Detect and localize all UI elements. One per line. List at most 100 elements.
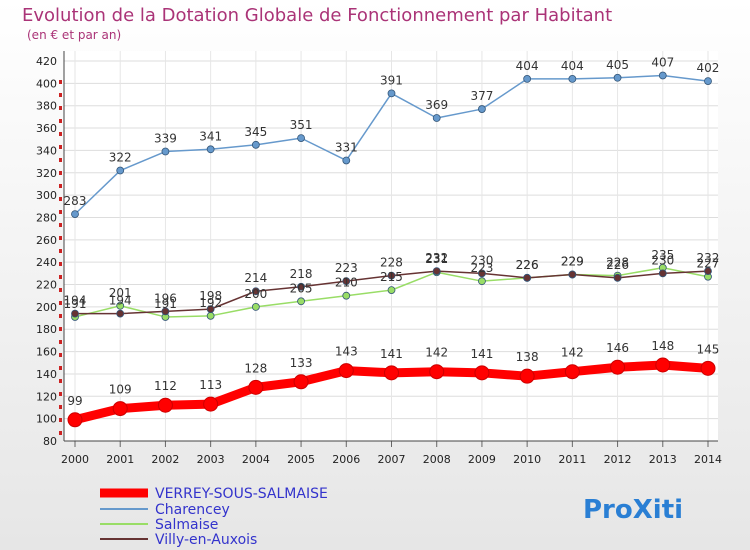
data-point-verrey-sous-salmaise[interactable] <box>429 364 445 380</box>
data-point-charencey[interactable] <box>613 73 622 82</box>
data-label-verrey-sous-salmaise: 142 <box>561 346 584 360</box>
data-point-villy-en-auxois[interactable] <box>387 271 396 280</box>
y-tick-label: 320 <box>36 167 57 180</box>
data-point-charencey[interactable] <box>432 114 441 122</box>
data-point-villy-en-auxois[interactable] <box>161 307 170 316</box>
data-point-verrey-sous-salmaise[interactable] <box>383 365 399 381</box>
data-point-charencey[interactable] <box>206 145 215 154</box>
axis-marker <box>59 106 62 110</box>
data-point-villy-en-auxois[interactable] <box>71 309 79 318</box>
data-point-charencey[interactable] <box>387 89 396 98</box>
data-label-salmaise: 200 <box>244 287 267 301</box>
data-point-charencey[interactable] <box>523 74 532 83</box>
legend-label: Salmaise <box>155 517 218 533</box>
x-tick-label: 2014 <box>694 453 722 466</box>
axis-marker <box>59 418 62 422</box>
y-tick-label: 280 <box>36 211 57 224</box>
data-label-salmaise: 210 <box>335 276 358 290</box>
data-label-salmaise: 231 <box>425 252 448 266</box>
axis-marker <box>59 223 62 227</box>
data-point-verrey-sous-salmaise[interactable] <box>700 360 716 376</box>
data-label-charencey: 339 <box>154 132 177 146</box>
data-point-charencey[interactable] <box>342 156 351 165</box>
data-point-villy-en-auxois[interactable] <box>116 309 125 318</box>
data-label-verrey-sous-salmaise: 148 <box>651 339 674 353</box>
data-point-charencey[interactable] <box>71 210 79 219</box>
data-point-charencey[interactable] <box>704 77 712 86</box>
legend-label: Charencey <box>155 502 230 518</box>
data-label-verrey-sous-salmaise: 113 <box>199 378 222 392</box>
axis-marker <box>59 93 62 97</box>
data-label-verrey-sous-salmaise: 142 <box>425 346 448 360</box>
data-label-charencey: 369 <box>425 98 448 112</box>
y-tick-label: 200 <box>36 301 57 314</box>
data-point-verrey-sous-salmaise[interactable] <box>112 401 128 417</box>
data-point-verrey-sous-salmaise[interactable] <box>655 357 671 373</box>
data-point-verrey-sous-salmaise[interactable] <box>564 364 580 380</box>
y-tick-label: 80 <box>43 435 57 448</box>
data-point-villy-en-auxois[interactable] <box>342 277 351 286</box>
data-point-villy-en-auxois[interactable] <box>704 267 712 276</box>
axis-marker <box>59 275 62 279</box>
data-label-villy-en-auxois: 230 <box>651 253 674 267</box>
axis-marker <box>59 366 62 370</box>
data-label-charencey: 404 <box>561 59 584 73</box>
data-point-villy-en-auxois[interactable] <box>523 273 532 282</box>
data-point-villy-en-auxois[interactable] <box>658 269 667 278</box>
data-point-charencey[interactable] <box>297 134 305 143</box>
data-point-villy-en-auxois[interactable] <box>206 305 215 314</box>
axis-marker <box>59 431 62 435</box>
data-point-villy-en-auxois[interactable] <box>432 267 441 276</box>
data-label-salmaise: 226 <box>516 258 539 272</box>
data-point-verrey-sous-salmaise[interactable] <box>203 396 219 412</box>
data-label-villy-en-auxois: 194 <box>64 294 87 308</box>
data-point-charencey[interactable] <box>116 166 125 175</box>
x-tick-label: 2004 <box>242 453 270 466</box>
axis-marker <box>59 392 62 396</box>
data-point-salmaise[interactable] <box>116 301 125 310</box>
x-tick-label: 2011 <box>558 453 586 466</box>
data-point-villy-en-auxois[interactable] <box>568 270 577 279</box>
data-point-charencey[interactable] <box>568 74 577 83</box>
data-label-verrey-sous-salmaise: 128 <box>244 361 267 375</box>
data-point-verrey-sous-salmaise[interactable] <box>67 412 83 428</box>
axis-marker <box>59 288 62 292</box>
data-point-charencey[interactable] <box>478 105 486 113</box>
y-tick-label: 420 <box>36 55 57 68</box>
data-point-salmaise[interactable] <box>251 302 260 311</box>
data-point-verrey-sous-salmaise[interactable] <box>519 368 535 384</box>
y-tick-label: 160 <box>36 346 57 359</box>
data-point-verrey-sous-salmaise[interactable] <box>157 397 173 413</box>
data-point-villy-en-auxois[interactable] <box>251 287 260 296</box>
data-point-verrey-sous-salmaise[interactable] <box>474 365 490 381</box>
data-point-verrey-sous-salmaise[interactable] <box>248 379 264 395</box>
axis-marker <box>59 171 62 175</box>
data-point-salmaise[interactable] <box>206 311 215 320</box>
data-point-charencey[interactable] <box>161 147 170 156</box>
data-point-salmaise[interactable] <box>478 277 486 286</box>
data-label-charencey: 407 <box>651 56 674 70</box>
data-label-salmaise: 215 <box>380 270 403 284</box>
data-label-charencey: 322 <box>109 151 132 165</box>
data-label-verrey-sous-salmaise: 109 <box>109 383 132 397</box>
data-point-verrey-sous-salmaise[interactable] <box>338 363 354 379</box>
data-point-verrey-sous-salmaise[interactable] <box>293 374 309 390</box>
data-point-villy-en-auxois[interactable] <box>478 269 486 278</box>
data-point-charencey[interactable] <box>251 140 260 149</box>
data-label-salmaise: 191 <box>64 297 87 311</box>
data-label-charencey: 351 <box>290 118 313 132</box>
data-point-charencey[interactable] <box>658 71 667 80</box>
legend-label: VERREY-SOUS-SALMAISE <box>155 486 328 502</box>
data-label-salmaise: 205 <box>290 281 313 295</box>
data-point-villy-en-auxois[interactable] <box>613 273 622 282</box>
axis-marker <box>59 314 62 318</box>
data-point-verrey-sous-salmaise[interactable] <box>610 359 626 375</box>
y-tick-label: 360 <box>36 122 57 135</box>
data-label-verrey-sous-salmaise: 143 <box>335 345 358 359</box>
data-point-salmaise[interactable] <box>387 286 396 295</box>
data-point-villy-en-auxois[interactable] <box>297 282 305 291</box>
data-point-salmaise[interactable] <box>297 297 305 306</box>
y-tick-label: 180 <box>36 323 57 336</box>
data-point-salmaise[interactable] <box>342 291 351 300</box>
